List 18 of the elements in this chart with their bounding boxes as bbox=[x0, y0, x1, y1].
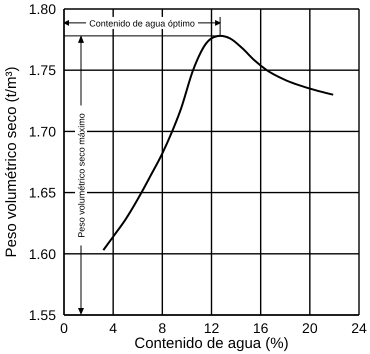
annotation: Contenido de agua óptimo bbox=[89, 18, 195, 28]
x-tick-label: 0 bbox=[60, 320, 68, 336]
x-tick-label: 16 bbox=[252, 320, 269, 336]
x-tick-label: 20 bbox=[302, 320, 318, 336]
x-tick-label: 4 bbox=[109, 320, 118, 336]
y-tick-label: 1.75 bbox=[28, 62, 56, 78]
y-axis-title: Peso volumétrico seco (t/m³) bbox=[3, 66, 20, 258]
dimension-arrow: Peso volumétrico seco máximo bbox=[64, 35, 220, 315]
y-tick-label: 1.55 bbox=[28, 306, 56, 323]
x-tick-label: 12 bbox=[204, 320, 220, 336]
y-tick-label: 1.80 bbox=[28, 0, 56, 17]
x-tick-label: 24 bbox=[351, 320, 367, 336]
y-tick-label: 1.60 bbox=[28, 246, 56, 262]
x-tick-label: 8 bbox=[158, 320, 166, 336]
y-tick-label: 1.70 bbox=[28, 123, 56, 140]
annotation: Peso volumétrico seco máximo bbox=[76, 113, 86, 238]
y-tick-label: 1.65 bbox=[28, 184, 56, 201]
x-axis-title: Contenido de agua (%) bbox=[134, 335, 289, 352]
